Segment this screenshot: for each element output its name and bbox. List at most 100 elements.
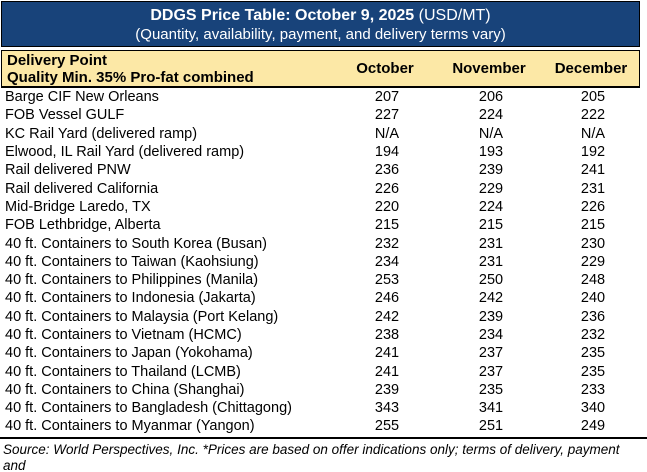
delivery-point-cell: KC Rail Yard (delivered ramp): [5, 125, 198, 142]
price-cell-december: 192: [580, 144, 606, 161]
price-cell-october: 241: [374, 345, 400, 362]
table-row: 40 ft. Containers to Vietnam (HCMC) 238 …: [0, 326, 641, 344]
delivery-point-cell: Rail delivered California: [5, 180, 159, 197]
table-row: 40 ft. Containers to Philippines (Manila…: [0, 271, 641, 289]
price-cell-december: 226: [580, 198, 606, 215]
price-cell-november: 231: [478, 235, 504, 252]
price-cell-december: 241: [580, 162, 606, 179]
price-cell-november: 251: [478, 418, 504, 435]
price-cell-november: 250: [478, 272, 504, 289]
price-cell-november: 235: [478, 381, 504, 398]
price-cell-november: 239: [478, 162, 504, 179]
price-cell-december: 231: [580, 180, 606, 197]
table-row: Rail delivered California 226 229 231: [0, 179, 641, 197]
price-cell-october: 242: [374, 308, 400, 325]
delivery-point-cell: Mid-Bridge Laredo, TX: [5, 198, 151, 215]
delivery-point-cell: 40 ft. Containers to Philippines (Manila…: [5, 272, 259, 289]
price-cell-december: 230: [580, 235, 606, 252]
table-row: 40 ft. Containers to China (Shanghai) 23…: [0, 381, 641, 399]
price-cell-november: 231: [478, 253, 504, 270]
table-row: 40 ft. Containers to Thailand (LCMB) 241…: [0, 362, 641, 380]
delivery-point-cell: 40 ft. Containers to Thailand (LCMB): [5, 363, 241, 380]
price-cell-november: 239: [478, 308, 504, 325]
delivery-point-cell: FOB Vessel GULF: [5, 107, 125, 124]
price-cell-november: 237: [478, 345, 504, 362]
table-row: Barge CIF New Orleans 207 206 205: [0, 88, 641, 106]
source-note-line1: Source: World Perspectives, Inc. *Prices…: [3, 441, 620, 472]
table-row: 40 ft. Containers to Myanmar (Yangon) 25…: [0, 417, 641, 435]
delivery-point-cell: Elwood, IL Rail Yard (delivered ramp): [5, 144, 245, 161]
price-cell-october: 238: [374, 327, 400, 343]
price-cell-december: 215: [580, 217, 606, 234]
price-cell-december: 340: [580, 400, 606, 417]
price-cell-november: 341: [478, 400, 504, 417]
price-cell-october: 194: [374, 144, 400, 161]
price-cell-october: 227: [374, 107, 400, 124]
price-cell-december: 235: [580, 363, 606, 380]
delivery-point-cell: 40 ft. Containers to South Korea (Busan): [5, 235, 267, 252]
price-cell-october: 343: [374, 400, 400, 417]
table-row: 40 ft. Containers to Malaysia (Port Kela…: [0, 308, 641, 326]
price-cell-december: 222: [580, 107, 606, 124]
price-cell-november: 237: [478, 363, 504, 380]
price-cell-december: 248: [580, 272, 606, 289]
price-cell-november: 206: [478, 89, 504, 106]
price-cell-december: 240: [580, 290, 606, 307]
price-cell-october: 253: [374, 272, 400, 289]
price-cell-november: 224: [478, 107, 504, 124]
delivery-point-cell: Barge CIF New Orleans: [5, 89, 159, 106]
price-cell-december: 229: [580, 253, 606, 270]
source-note: Source: World Perspectives, Inc. *Prices…: [0, 436, 647, 472]
table-row: 40 ft. Containers to Japan (Yokohama) 24…: [0, 344, 641, 362]
price-cell-november: 234: [478, 327, 504, 343]
delivery-point-cell: FOB Lethbridge, Alberta: [5, 217, 161, 234]
table-body: Barge CIF New Orleans 207 206 205 FOB Ve…: [0, 88, 641, 436]
delivery-point-header-line1: Delivery Point: [7, 51, 108, 69]
price-cell-december: 235: [580, 345, 606, 362]
column-header-row: Delivery Point Quality Min. 35% Pro-fat …: [1, 50, 640, 88]
price-cell-october: 207: [374, 89, 400, 106]
delivery-point-cell: 40 ft. Containers to Bangladesh (Chittag…: [5, 400, 292, 417]
title-banner: DDGS Price Table: October 9, 2025 (USD/M…: [1, 1, 640, 47]
column-header-october: October: [356, 60, 414, 77]
price-cell-december: 236: [580, 308, 606, 325]
price-cell-december: 232: [580, 327, 606, 343]
price-cell-november: 193: [478, 144, 504, 161]
delivery-point-cell: 40 ft. Containers to Myanmar (Yangon): [5, 418, 255, 435]
table-row: FOB Vessel GULF 227 224 222: [0, 106, 641, 124]
price-cell-october: 234: [374, 253, 400, 270]
price-cell-october: 236: [374, 162, 400, 179]
price-cell-december: 249: [580, 418, 606, 435]
delivery-point-cell: 40 ft. Containers to Indonesia (Jakarta): [5, 290, 256, 307]
price-cell-october: 226: [374, 180, 400, 197]
price-cell-october: 220: [374, 198, 400, 215]
price-cell-october: 215: [374, 217, 400, 234]
delivery-point-cell: 40 ft. Containers to Malaysia (Port Kela…: [5, 308, 279, 325]
price-cell-october: 246: [374, 290, 400, 307]
price-cell-november: N/A: [478, 125, 504, 142]
table-row: Mid-Bridge Laredo, TX 220 224 226: [0, 198, 641, 216]
table-row: KC Rail Yard (delivered ramp) N/A N/A N/…: [0, 125, 641, 143]
table-row: Elwood, IL Rail Yard (delivered ramp) 19…: [0, 143, 641, 161]
price-cell-november: 242: [478, 290, 504, 307]
table-row: 40 ft. Containers to South Korea (Busan)…: [0, 234, 641, 252]
price-cell-december: 233: [580, 381, 606, 398]
page-subtitle: (Quantity, availability, payment, and de…: [135, 26, 506, 43]
table-row: FOB Lethbridge, Alberta 215 215 215: [0, 216, 641, 234]
delivery-point-cell: 40 ft. Containers to Taiwan (Kaohsiung): [5, 253, 259, 270]
column-header-december: December: [554, 60, 628, 77]
price-cell-november: 215: [478, 217, 504, 234]
price-cell-november: 224: [478, 198, 504, 215]
delivery-point-cell: Rail delivered PNW: [5, 162, 131, 179]
table-row: 40 ft. Containers to Bangladesh (Chittag…: [0, 399, 641, 417]
delivery-point-cell: 40 ft. Containers to China (Shanghai): [5, 381, 245, 398]
table-row: 40 ft. Containers to Taiwan (Kaohsiung) …: [0, 253, 641, 271]
price-cell-november: 229: [478, 180, 504, 197]
price-cell-october: 232: [374, 235, 400, 252]
price-cell-october: 239: [374, 381, 400, 398]
delivery-point-cell: 40 ft. Containers to Japan (Yokohama): [5, 345, 253, 362]
price-cell-october: 241: [374, 363, 400, 380]
price-cell-october: 255: [374, 418, 400, 435]
price-cell-december: N/A: [580, 125, 606, 142]
